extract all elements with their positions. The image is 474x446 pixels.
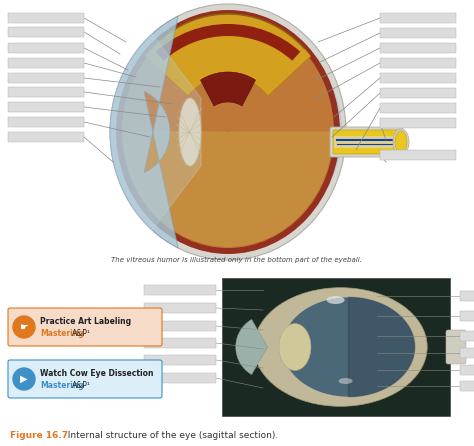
Text: The vitreous humor is illustrated only in the bottom part of the eyeball.: The vitreous humor is illustrated only i… <box>111 257 363 263</box>
FancyBboxPatch shape <box>8 117 84 127</box>
FancyBboxPatch shape <box>460 348 474 358</box>
Circle shape <box>13 316 35 338</box>
Ellipse shape <box>254 288 427 406</box>
Text: Mastering: Mastering <box>40 329 84 338</box>
FancyBboxPatch shape <box>380 73 456 83</box>
FancyBboxPatch shape <box>380 28 456 38</box>
FancyBboxPatch shape <box>144 321 216 331</box>
Ellipse shape <box>279 323 311 371</box>
Text: Practice Art Labeling: Practice Art Labeling <box>40 318 131 326</box>
Text: A&P¹: A&P¹ <box>72 329 91 338</box>
Ellipse shape <box>338 378 353 384</box>
Ellipse shape <box>122 16 334 248</box>
FancyBboxPatch shape <box>8 308 162 346</box>
FancyBboxPatch shape <box>380 150 456 160</box>
Ellipse shape <box>283 297 415 396</box>
Text: ▶: ▶ <box>20 374 28 384</box>
Polygon shape <box>201 72 255 106</box>
Ellipse shape <box>395 131 407 153</box>
FancyBboxPatch shape <box>8 87 84 97</box>
FancyBboxPatch shape <box>333 130 402 154</box>
Text: ☛: ☛ <box>19 322 28 332</box>
Polygon shape <box>348 297 415 396</box>
FancyBboxPatch shape <box>380 58 456 68</box>
FancyBboxPatch shape <box>8 102 84 112</box>
Text: Figure 16.7: Figure 16.7 <box>10 431 68 441</box>
FancyBboxPatch shape <box>8 73 84 83</box>
FancyBboxPatch shape <box>380 88 456 98</box>
FancyBboxPatch shape <box>144 355 216 365</box>
FancyBboxPatch shape <box>380 118 456 128</box>
Ellipse shape <box>116 10 340 254</box>
FancyBboxPatch shape <box>446 330 466 364</box>
FancyBboxPatch shape <box>8 27 84 37</box>
Ellipse shape <box>393 129 409 155</box>
FancyBboxPatch shape <box>380 103 456 113</box>
FancyBboxPatch shape <box>144 373 216 383</box>
FancyBboxPatch shape <box>334 136 402 148</box>
Wedge shape <box>236 319 268 375</box>
FancyBboxPatch shape <box>8 58 84 68</box>
Wedge shape <box>228 20 342 244</box>
FancyBboxPatch shape <box>380 43 456 53</box>
Polygon shape <box>124 132 332 246</box>
Ellipse shape <box>179 98 201 166</box>
Text: A&P¹: A&P¹ <box>72 380 91 390</box>
Ellipse shape <box>110 4 346 260</box>
FancyBboxPatch shape <box>460 311 474 321</box>
Ellipse shape <box>327 296 345 304</box>
FancyBboxPatch shape <box>8 132 84 142</box>
Polygon shape <box>110 16 178 248</box>
FancyBboxPatch shape <box>8 360 162 398</box>
FancyBboxPatch shape <box>144 338 216 348</box>
FancyBboxPatch shape <box>330 127 403 157</box>
Circle shape <box>13 368 35 390</box>
FancyBboxPatch shape <box>8 13 84 23</box>
Text: Internal structure of the eye (sagittal section).: Internal structure of the eye (sagittal … <box>62 431 278 441</box>
FancyBboxPatch shape <box>380 13 456 23</box>
FancyBboxPatch shape <box>8 43 84 53</box>
Polygon shape <box>110 34 201 230</box>
Text: Watch Cow Eye Dissection: Watch Cow Eye Dissection <box>40 369 154 378</box>
FancyBboxPatch shape <box>460 291 474 301</box>
Wedge shape <box>156 24 300 61</box>
Polygon shape <box>145 14 311 96</box>
FancyBboxPatch shape <box>460 365 474 375</box>
FancyBboxPatch shape <box>144 285 216 295</box>
FancyBboxPatch shape <box>460 381 474 391</box>
FancyBboxPatch shape <box>460 331 474 341</box>
FancyBboxPatch shape <box>222 278 450 416</box>
Text: Mastering: Mastering <box>40 380 84 390</box>
FancyBboxPatch shape <box>144 303 216 313</box>
